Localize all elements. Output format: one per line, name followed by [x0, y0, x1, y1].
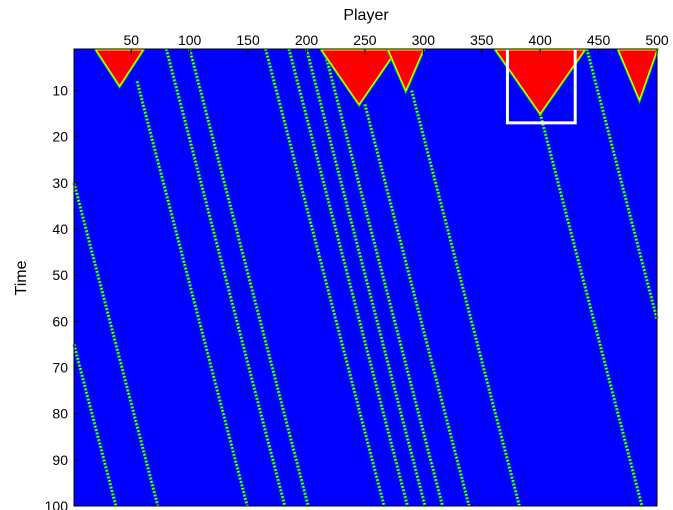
diagonal-streaks: [72, 48, 659, 507]
active-region: [617, 49, 658, 102]
x-tick-label: 50: [123, 32, 139, 48]
x-tick-label: 250: [353, 32, 377, 48]
streak-core: [364, 104, 470, 507]
streak-edge: [264, 48, 386, 507]
x-tick-label: 300: [412, 32, 436, 48]
y-tick-label: 20: [52, 129, 68, 145]
streak-edge: [72, 182, 160, 507]
streak-edge: [538, 113, 644, 507]
active-region: [95, 49, 144, 87]
streak-edge: [585, 48, 659, 320]
streak-core: [411, 90, 520, 507]
y-tick-label: 30: [52, 175, 68, 191]
plot-frame: [73, 48, 658, 507]
plot-area: [72, 46, 660, 507]
y-axis-ticks: 10 20 30 40 50 60 70 80 90 100: [45, 83, 79, 510]
streak-edge: [188, 48, 310, 507]
y-tick-label: 40: [52, 221, 68, 237]
y-tick-label: 100: [45, 498, 69, 510]
x-tick-label: 200: [295, 32, 319, 48]
highlight-box: [505, 46, 577, 125]
x-axis-ticks: 50 100 150 200 250 300 350 400 450 500: [123, 32, 669, 54]
y-tick-label: 70: [52, 360, 68, 376]
streak-edge: [304, 48, 427, 507]
x-tick-label: 400: [528, 32, 552, 48]
active-region: [387, 49, 425, 92]
streak-edge: [164, 48, 287, 507]
streak-edge: [322, 48, 445, 507]
x-tick-label: 450: [587, 32, 611, 48]
y-tick-label: 60: [52, 313, 68, 329]
y-tick-label: 50: [52, 267, 68, 283]
x-tick-label: 150: [236, 32, 260, 48]
active-region: [320, 49, 398, 106]
streak-edge: [135, 80, 249, 507]
x-tick-label: 350: [470, 32, 494, 48]
x-tick-label: 500: [645, 32, 669, 48]
x-tick-label: 100: [178, 32, 202, 48]
y-tick-label: 90: [52, 452, 68, 468]
y-tick-label: 10: [52, 83, 68, 99]
y-tick-label: 80: [52, 406, 68, 422]
y-axis-title: Time: [13, 260, 30, 295]
x-axis-title: Player: [343, 7, 389, 24]
active-regions: [93, 48, 660, 117]
streak-edge: [287, 48, 410, 507]
